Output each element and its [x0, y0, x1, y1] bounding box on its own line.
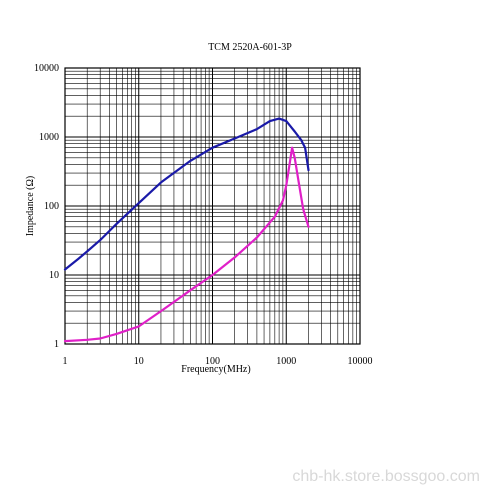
x-tick-labels: 1 10 100 1000 10000 [63, 356, 373, 367]
y-tick-labels: 1 10 100 1000 10000 [34, 63, 59, 350]
x-tick-label: 10 [134, 356, 144, 367]
x-tick-label: 10000 [348, 356, 373, 367]
y-tick-label: 10000 [34, 63, 59, 74]
y-tick-label: 1000 [39, 132, 59, 143]
plot-frame [64, 67, 361, 345]
y-tick-label: 10 [49, 270, 59, 281]
y-axis-title: Impedance (Ω) [25, 176, 36, 236]
x-tick-label: 1000 [276, 356, 296, 367]
grid [64, 68, 360, 345]
y-tick-label: 100 [44, 201, 59, 212]
series-line-2 [63, 146, 310, 343]
x-tick-label: 100 [205, 356, 220, 367]
series-group [63, 117, 310, 343]
x-tick-label: 1 [63, 356, 68, 367]
x-axis-title: Frequency(MHz) [181, 364, 250, 375]
series-line-1 [63, 117, 310, 271]
watermark: chb-hk.store.bossgoo.com [292, 468, 480, 485]
y-tick-label: 1 [54, 339, 59, 350]
chart-title: TCM 2520A-601-3P [208, 42, 292, 53]
